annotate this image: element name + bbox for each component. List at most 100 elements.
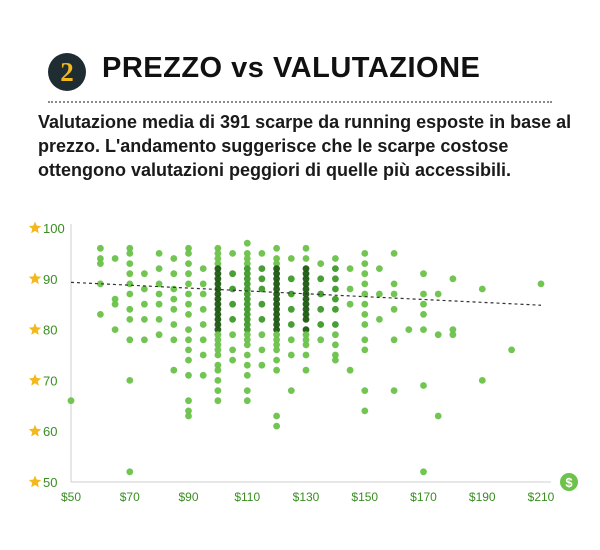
data-point — [273, 422, 280, 430]
data-point — [346, 265, 354, 272]
data-point — [199, 290, 207, 298]
data-point — [141, 300, 148, 308]
data-point — [332, 285, 339, 293]
data-point — [317, 305, 325, 313]
data-point — [390, 387, 398, 394]
data-point — [302, 270, 310, 278]
data-point — [273, 336, 280, 344]
data-point — [273, 341, 280, 349]
data-point — [111, 255, 119, 262]
x-tick-label: $110 — [234, 490, 260, 504]
data-point — [346, 285, 354, 293]
data-point — [185, 260, 192, 267]
data-point — [258, 346, 266, 354]
data-point — [302, 305, 310, 313]
data-point — [449, 275, 457, 283]
data-point — [420, 326, 427, 333]
star-icon — [28, 323, 42, 335]
data-point — [243, 321, 251, 328]
y-tick-label: 80 — [43, 323, 57, 338]
data-point — [449, 331, 457, 339]
data-point — [287, 305, 295, 313]
data-point — [126, 316, 134, 323]
data-point — [273, 244, 280, 252]
data-point — [273, 300, 280, 308]
data-point — [243, 275, 251, 283]
data-point — [229, 300, 237, 308]
data-point — [214, 290, 222, 298]
data-point — [258, 285, 266, 293]
data-point — [332, 275, 339, 283]
data-point — [243, 265, 251, 272]
data-point — [361, 270, 369, 278]
data-point — [420, 468, 427, 476]
data-point — [287, 290, 295, 298]
data-point — [273, 280, 280, 288]
data-point — [478, 377, 486, 384]
y-tick-label: 100 — [43, 221, 65, 236]
data-point — [273, 305, 280, 313]
data-point — [287, 387, 295, 394]
data-point — [214, 244, 222, 252]
data-point — [361, 280, 369, 288]
data-point — [214, 366, 222, 374]
data-point — [332, 331, 339, 339]
data-point — [214, 270, 222, 278]
data-point — [273, 331, 280, 339]
data-point — [302, 311, 310, 318]
x-tick-label: $70 — [120, 490, 140, 504]
data-point — [243, 331, 251, 339]
data-point — [420, 300, 427, 308]
data-point — [185, 311, 192, 318]
data-point — [185, 356, 192, 364]
data-point — [126, 377, 134, 384]
data-point — [214, 341, 222, 349]
data-point — [243, 270, 251, 278]
data-point — [273, 265, 280, 272]
data-point — [229, 356, 237, 364]
data-point — [243, 341, 251, 349]
star-icon — [28, 221, 42, 234]
data-point — [155, 280, 163, 288]
data-point — [185, 290, 192, 298]
data-point — [199, 305, 207, 313]
data-point — [361, 336, 369, 344]
data-point — [243, 371, 251, 379]
data-point — [155, 331, 163, 339]
data-point — [273, 321, 280, 328]
data-point — [214, 331, 222, 339]
data-point — [126, 468, 134, 476]
data-point — [537, 280, 545, 288]
data-point — [155, 265, 163, 272]
data-point — [214, 265, 222, 272]
data-point — [214, 305, 222, 313]
data-point — [126, 250, 134, 257]
data-point — [229, 250, 237, 257]
data-point — [229, 270, 237, 278]
data-point — [361, 346, 369, 354]
data-point — [170, 255, 178, 262]
star-icon — [28, 475, 42, 488]
data-point — [258, 300, 266, 308]
data-point — [302, 275, 310, 283]
data-point — [214, 275, 222, 283]
data-point — [317, 290, 325, 298]
data-point — [170, 270, 178, 278]
x-tick-label: $210 — [528, 490, 555, 504]
data-point — [405, 326, 413, 333]
y-tick-label: 50 — [43, 475, 57, 490]
step-number-badge: 2 — [48, 53, 86, 91]
data-point — [185, 371, 192, 379]
data-point — [449, 326, 457, 333]
x-tick-label: $90 — [178, 490, 198, 504]
data-point — [199, 371, 207, 379]
data-point — [420, 311, 427, 318]
data-point — [243, 239, 251, 247]
data-point — [214, 351, 222, 359]
data-point — [214, 300, 222, 308]
data-point — [126, 260, 134, 267]
data-point — [185, 300, 192, 308]
data-point — [317, 275, 325, 283]
data-point — [141, 285, 148, 293]
data-point — [302, 295, 310, 303]
